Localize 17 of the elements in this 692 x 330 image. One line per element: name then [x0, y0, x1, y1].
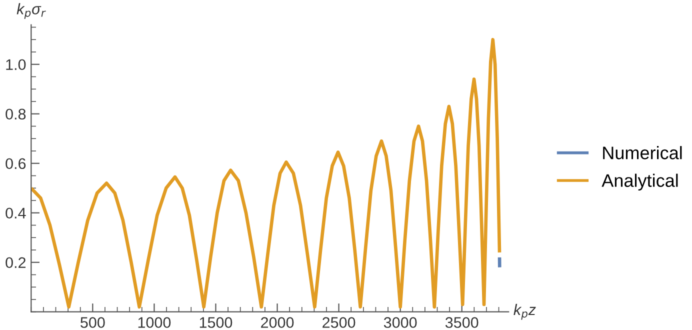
y-tick-label: 1.0: [6, 59, 26, 70]
y-tick-label: 0.6: [6, 158, 26, 170]
y-tick-label: 0.8: [6, 108, 26, 120]
legend-label: Numerical: [603, 146, 682, 160]
x-tick-label: 3500: [445, 317, 478, 328]
x-tick-label: 1500: [200, 317, 232, 328]
x-tick-label: 500: [80, 317, 105, 328]
x-axis-title: k$_{p}$z: [514, 304, 536, 320]
y-axis-title: k$_{p}$σ$_{r}$: [16, 3, 46, 19]
y-tick-label: 0.4: [6, 208, 26, 219]
line-series: [31, 38, 502, 309]
x-tick-label: 2500: [322, 317, 356, 328]
y-tick-label: 0.2: [6, 257, 26, 268]
legend-label: Analytical: [602, 174, 678, 191]
x-tick-label: 3000: [384, 317, 417, 328]
x-tick-label: 1000: [138, 317, 171, 328]
x-tick-label: 2000: [261, 317, 294, 328]
